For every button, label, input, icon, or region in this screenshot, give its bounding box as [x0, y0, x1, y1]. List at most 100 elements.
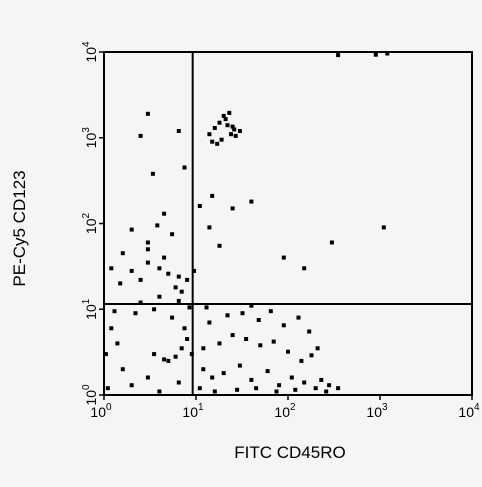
x-tick-label: 102 — [274, 402, 296, 420]
x-axis-ticks: 100 101 102 103 104 — [90, 395, 480, 420]
data-point — [201, 367, 206, 372]
data-point — [133, 311, 138, 316]
data-point — [150, 171, 155, 176]
data-point — [170, 232, 175, 237]
data-point — [210, 193, 215, 198]
data-point — [249, 303, 254, 308]
data-point — [256, 318, 261, 322]
y-axis-ticks: 100 101 102 103 104 — [81, 41, 104, 406]
data-point — [274, 389, 279, 394]
data-point — [204, 305, 209, 310]
data-point — [157, 266, 162, 271]
data-point — [336, 386, 341, 391]
x-tick-label: 101 — [182, 402, 204, 420]
x-axis-label: FITC CD45RO — [234, 443, 345, 462]
data-point — [207, 320, 212, 325]
data-point — [219, 137, 224, 142]
data-point — [176, 129, 181, 133]
data-point — [271, 339, 276, 344]
data-point — [254, 386, 259, 391]
data-point — [109, 266, 114, 271]
data-point — [173, 354, 178, 359]
data-point — [138, 133, 143, 138]
data-point — [296, 315, 301, 320]
data-point — [118, 281, 123, 286]
data-point — [217, 243, 222, 248]
data-point — [293, 387, 298, 392]
data-point — [244, 337, 249, 341]
data-point — [281, 255, 286, 260]
data-point — [145, 260, 150, 265]
x-tick-label: 103 — [366, 402, 388, 420]
data-point — [225, 123, 230, 128]
data-point — [230, 333, 235, 338]
data-point — [182, 165, 187, 170]
data-point — [249, 199, 254, 204]
y-tick-label: 102 — [81, 212, 99, 234]
data-point — [289, 375, 294, 380]
data-point — [162, 255, 167, 260]
data-point — [166, 271, 171, 276]
data-point — [324, 389, 329, 394]
data-point — [229, 132, 233, 137]
data-point — [385, 51, 390, 56]
data-point — [212, 389, 217, 394]
contour-marks — [103, 51, 390, 394]
data-point — [286, 349, 290, 354]
y-tick-label: 100 — [81, 384, 99, 406]
data-point — [105, 386, 110, 391]
data-point — [185, 337, 190, 341]
data-point — [217, 341, 222, 346]
data-point — [173, 285, 178, 290]
data-point — [129, 227, 134, 232]
data-point — [225, 313, 230, 318]
data-point — [152, 352, 157, 357]
data-point — [138, 277, 143, 282]
data-point — [162, 357, 167, 362]
data-point — [307, 329, 312, 334]
data-point — [152, 307, 157, 312]
y-axis-label: PE-Cy5 CD123 — [10, 170, 29, 286]
data-point — [277, 383, 282, 388]
data-point — [179, 346, 184, 351]
data-point — [336, 53, 341, 58]
x-tick-label: 100 — [90, 402, 112, 420]
data-point — [265, 369, 270, 374]
data-point — [120, 251, 125, 256]
data-point — [258, 343, 263, 348]
data-point — [329, 240, 334, 245]
data-point — [210, 375, 215, 380]
data-point — [221, 371, 226, 376]
data-point — [232, 127, 237, 132]
data-point — [157, 389, 162, 394]
data-point — [302, 380, 307, 385]
data-point — [221, 113, 226, 118]
data-point — [129, 383, 134, 388]
data-point — [187, 305, 192, 310]
data-point — [373, 52, 378, 57]
data-point — [176, 298, 181, 303]
data-point — [215, 141, 220, 146]
data-point — [145, 247, 150, 252]
data-point — [179, 289, 184, 294]
data-point — [281, 323, 286, 328]
data-point — [230, 124, 235, 129]
data-point — [129, 268, 134, 273]
data-point — [115, 341, 120, 346]
y-tick-label: 101 — [81, 298, 99, 320]
data-point — [192, 268, 196, 273]
data-point — [112, 309, 117, 314]
data-point — [237, 129, 242, 133]
data-point — [313, 386, 318, 391]
data-point — [235, 387, 240, 392]
data-point — [176, 274, 181, 279]
data-point — [227, 110, 232, 115]
data-point — [166, 358, 171, 363]
data-point — [212, 126, 217, 130]
data-point — [155, 223, 160, 228]
data-point — [309, 353, 314, 358]
data-point — [302, 266, 307, 271]
data-point — [197, 386, 202, 391]
data-point — [162, 211, 167, 216]
